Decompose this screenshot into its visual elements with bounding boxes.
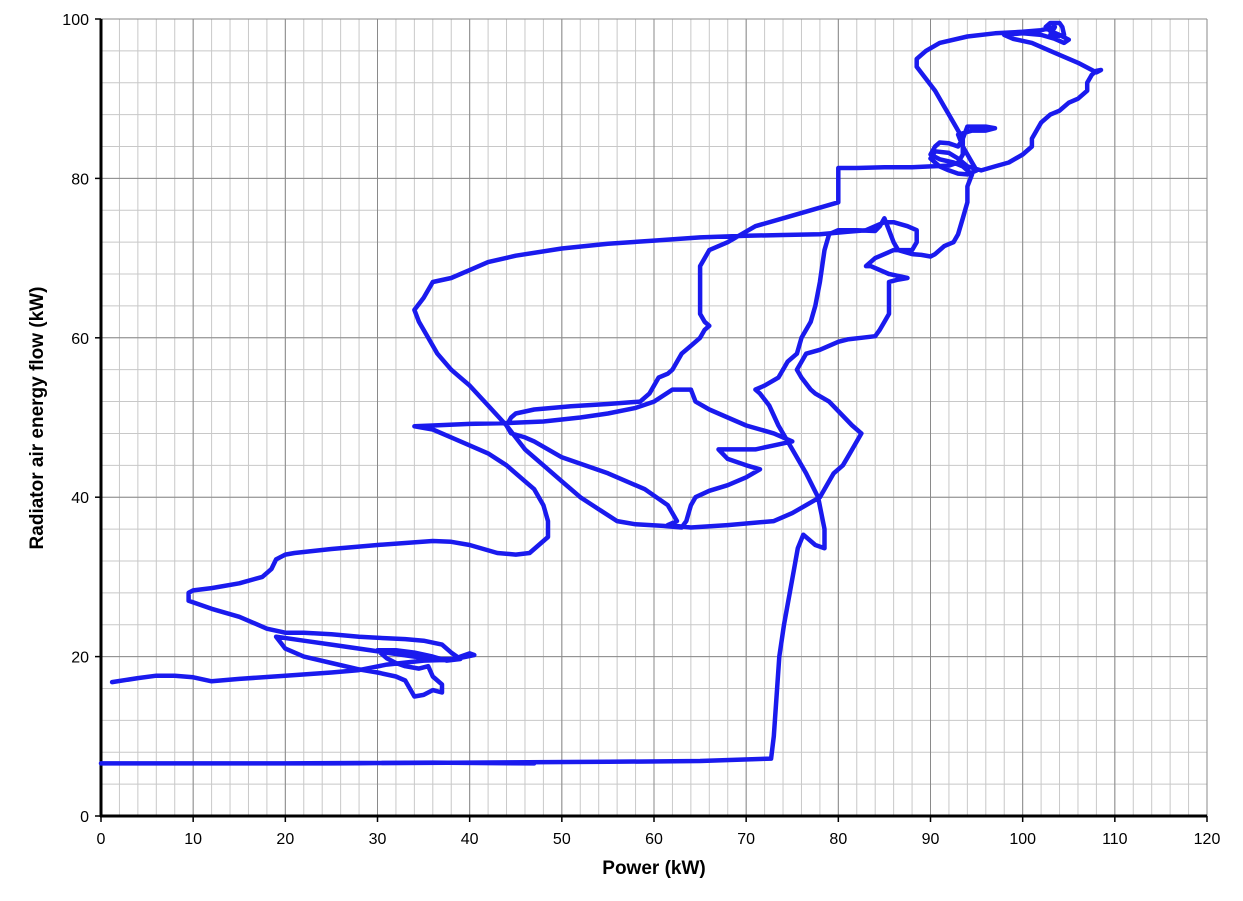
x-tick-label: 80 — [829, 831, 847, 848]
y-axis-title: Radiator air energy flow (kW) — [27, 287, 48, 550]
x-tick-label: 10 — [184, 831, 202, 848]
axes — [95, 18, 1208, 822]
x-tick-labels: 0 10 20 30 40 50 60 70 80 90 100 110 120 — [97, 831, 1221, 848]
x-tick-label: 60 — [645, 831, 663, 848]
x-tick-label: 110 — [1102, 831, 1128, 848]
x-tick-label: 50 — [553, 831, 571, 848]
y-tick-label: 40 — [71, 490, 89, 507]
y-tick-label: 20 — [71, 650, 89, 667]
y-tick-label: 80 — [71, 171, 89, 188]
y-tick-label: 0 — [80, 809, 89, 826]
x-tick-label: 20 — [276, 831, 294, 848]
x-tick-label: 40 — [461, 831, 479, 848]
series-layer — [98, 20, 1104, 766]
y-tick-label: 100 — [62, 12, 89, 29]
x-tick-label: 30 — [369, 831, 387, 848]
y-tick-label: 60 — [71, 331, 89, 348]
x-tick-label: 70 — [737, 831, 755, 848]
y-tick-labels: 0 20 40 60 80 100 — [62, 12, 89, 826]
x-tick-label: 0 — [97, 831, 106, 848]
x-axis-title: Power (kW) — [602, 858, 705, 879]
x-tick-label: 100 — [1009, 831, 1036, 848]
x-tick-label: 120 — [1194, 831, 1221, 848]
series-line-1 — [98, 20, 1104, 766]
x-tick-label: 90 — [922, 831, 940, 848]
